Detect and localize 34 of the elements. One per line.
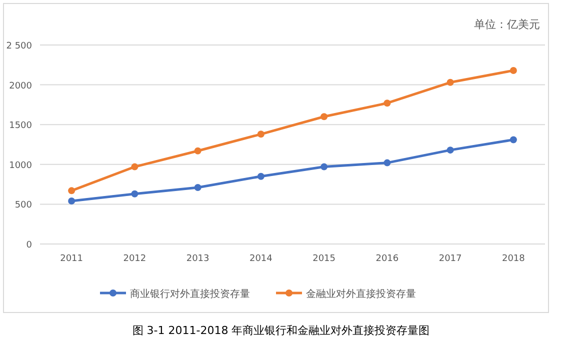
point <box>68 187 76 194</box>
point <box>131 190 138 198</box>
point <box>446 146 454 154</box>
y-tick-label: 0 <box>26 240 32 250</box>
x-tick-label: 2011 <box>60 254 84 264</box>
point <box>446 78 454 86</box>
y-tick-label: 2 500 <box>6 42 32 52</box>
x-tick-label: 2015 <box>312 254 336 264</box>
caption: 图 3-1 2011-2018 年商业银行和金融业对外直接投资存量图 <box>132 324 430 337</box>
point <box>384 100 391 107</box>
x-tick-label: 2014 <box>249 254 273 264</box>
point <box>68 198 76 205</box>
point <box>194 184 202 191</box>
y-tick-label: 1000 <box>9 160 32 171</box>
legend-label: 金融业对外直接投资存量 <box>306 288 416 300</box>
point <box>194 147 202 154</box>
point <box>510 66 517 74</box>
point <box>257 130 264 138</box>
point <box>257 172 264 180</box>
x-tick-label: 2012 <box>123 254 146 264</box>
point <box>320 163 328 170</box>
legend-label: 商业银行对外直接投资存量 <box>130 288 250 300</box>
y-tick-label: 2000 <box>9 81 32 92</box>
y-tick-label: 500 <box>14 200 32 211</box>
x-tick-label: 2013 <box>186 254 210 264</box>
point <box>320 113 328 120</box>
point <box>131 163 138 170</box>
x-tick-label: 2016 <box>376 254 399 264</box>
point <box>510 136 517 144</box>
point <box>384 159 391 166</box>
x-tick-label: 2018 <box>502 254 526 264</box>
y-tick-label: 1500 <box>9 121 32 132</box>
x-tick-label: 2017 <box>438 254 462 264</box>
text: 单位：亿美元 <box>474 18 540 31</box>
